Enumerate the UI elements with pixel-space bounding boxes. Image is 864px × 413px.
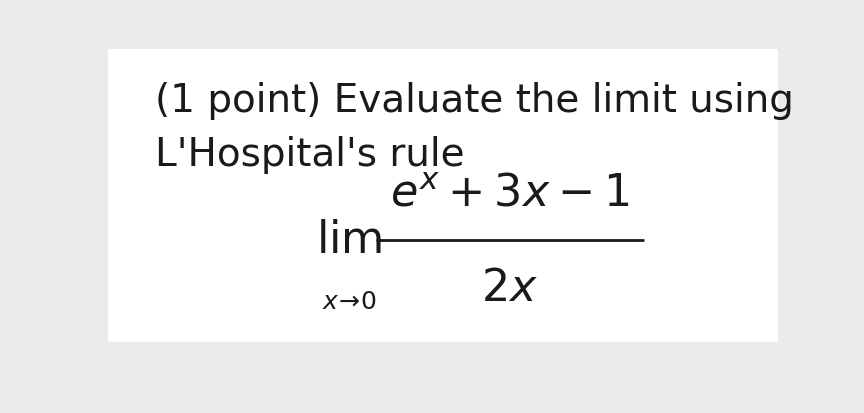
Text: L'Hospital's rule: L'Hospital's rule bbox=[155, 135, 465, 173]
Text: $\mathrm{lim}$: $\mathrm{lim}$ bbox=[316, 219, 382, 262]
Text: $x\!\to\!0$: $x\!\to\!0$ bbox=[322, 290, 376, 313]
Text: $2x$: $2x$ bbox=[481, 267, 538, 309]
Text: (1 point) Evaluate the limit using: (1 point) Evaluate the limit using bbox=[155, 81, 794, 119]
Text: $e^{x} + 3x - 1$: $e^{x} + 3x - 1$ bbox=[391, 171, 629, 214]
FancyBboxPatch shape bbox=[101, 50, 785, 342]
